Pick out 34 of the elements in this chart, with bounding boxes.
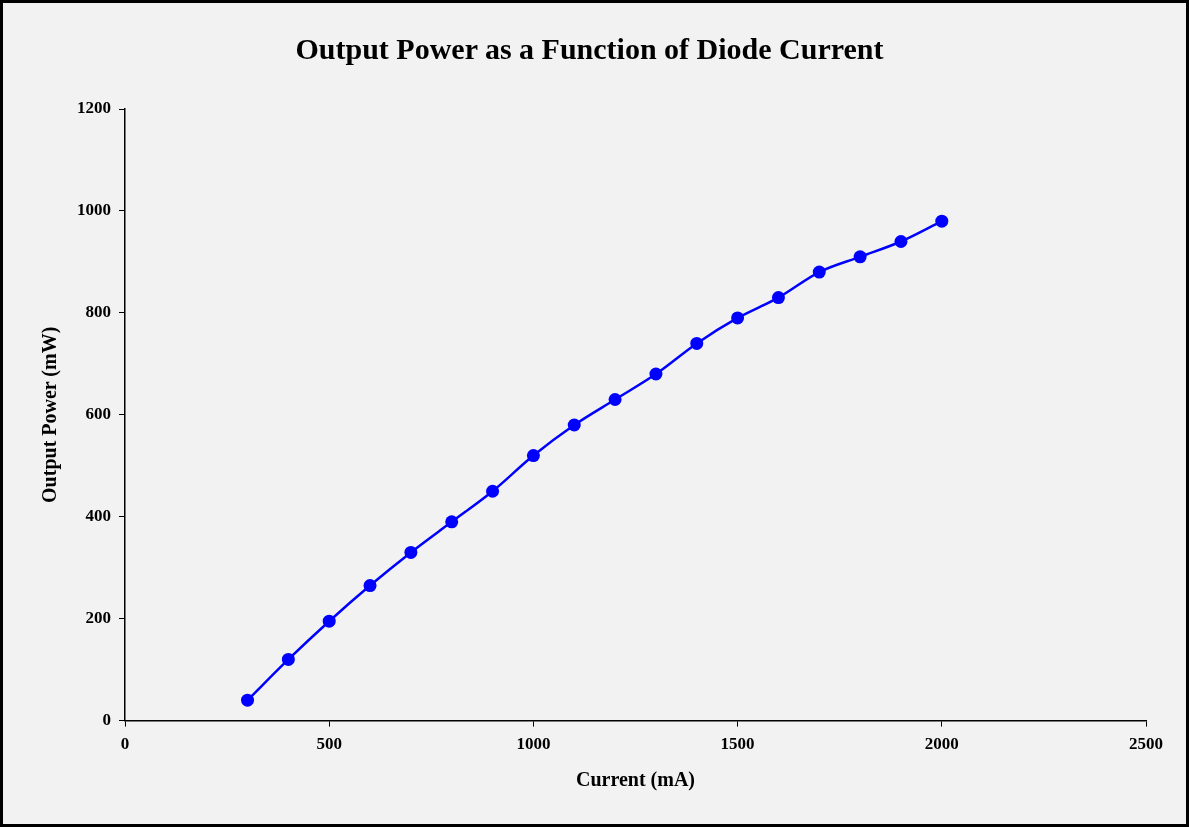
x-tick-label: 1500 — [720, 734, 755, 754]
point — [486, 484, 500, 498]
point — [853, 250, 867, 264]
point — [445, 515, 459, 529]
x-tick-label: 500 — [316, 734, 342, 754]
point — [526, 449, 540, 463]
x-tick-label: 0 — [120, 734, 130, 754]
y-tick-label: 1200 — [77, 98, 111, 118]
x-tick-label: 2500 — [1129, 734, 1163, 754]
point — [363, 579, 377, 593]
y-tick-label: 600 — [85, 404, 111, 424]
y-tick-label: 800 — [85, 302, 111, 322]
point — [935, 214, 949, 228]
x-tick-label: 1000 — [516, 734, 551, 754]
y-tick-label: 0 — [102, 709, 111, 729]
chart-title: Output Power as a Function of Diode Current — [295, 31, 884, 65]
point — [322, 614, 336, 628]
point — [404, 545, 418, 559]
y-tick-label: 1000 — [77, 200, 111, 220]
point — [731, 311, 745, 325]
y-tick-label: 400 — [85, 506, 111, 526]
point — [812, 265, 826, 279]
point — [894, 235, 908, 249]
point — [608, 393, 622, 407]
y-tick-label: 200 — [85, 608, 111, 628]
point — [241, 693, 255, 707]
x-tick-label: 2000 — [924, 734, 959, 754]
point — [771, 291, 785, 305]
point — [690, 336, 704, 350]
y-axis-title: Output Power (mW) — [38, 326, 62, 503]
x-axis-title: Current (mA) — [575, 768, 696, 792]
point — [649, 367, 663, 381]
point — [281, 652, 295, 666]
point — [567, 418, 581, 432]
